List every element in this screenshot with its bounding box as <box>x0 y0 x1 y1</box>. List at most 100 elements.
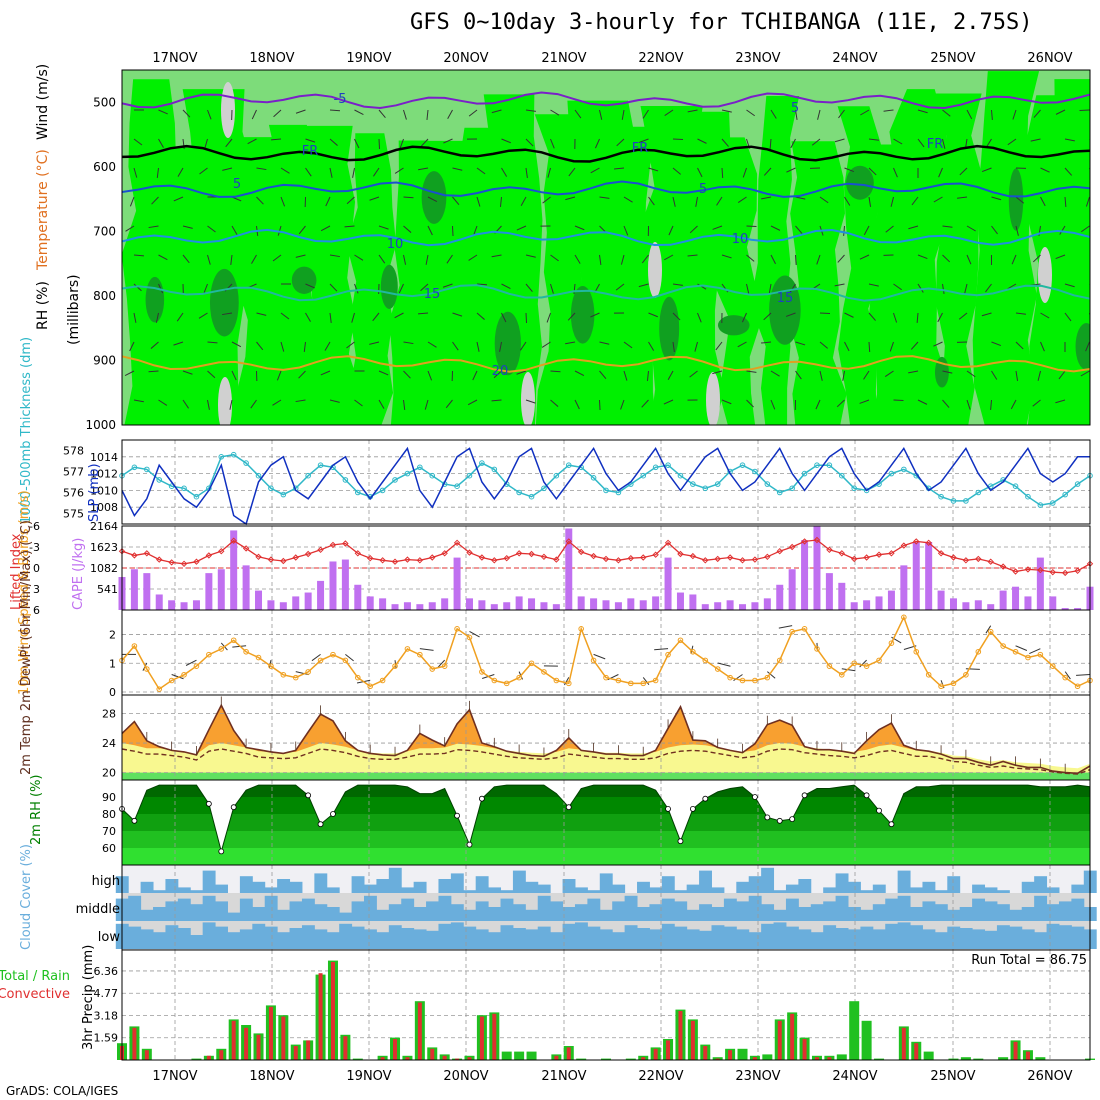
cloud-bar-high <box>525 881 539 893</box>
precip-conv-bar <box>703 1046 708 1060</box>
rh-dark-cell <box>145 276 165 323</box>
precip-total-bar <box>625 1058 636 1060</box>
ytick-cape: 1623 <box>90 541 118 554</box>
wind10-line-point <box>776 657 783 664</box>
cloud-bar-middle <box>364 895 377 921</box>
cloud-bar-middle <box>177 898 191 921</box>
wind-barb <box>844 341 850 352</box>
wind-barb <box>770 109 777 119</box>
cloud-bar-middle <box>996 904 1010 921</box>
wind-barb <box>230 254 233 265</box>
wind-barb <box>981 167 992 173</box>
wind-barb <box>516 225 527 231</box>
wind-barb <box>156 167 159 178</box>
wind10-line-point <box>603 674 609 681</box>
precip-conv-bar <box>492 1013 497 1060</box>
precip-total-bar <box>973 1058 984 1060</box>
lifted-point <box>615 557 622 564</box>
contour-line <box>122 144 1090 163</box>
cloud-bar-low <box>637 928 650 949</box>
wind10-line-point <box>206 651 212 658</box>
thickness-line-point <box>491 466 498 473</box>
wind-barb <box>354 254 364 261</box>
cloud-bar-middle <box>512 904 526 921</box>
wind-barb <box>672 341 675 352</box>
wind10-barb <box>1076 674 1091 676</box>
rh-dark-cell <box>209 268 239 337</box>
wind-barb <box>256 341 264 351</box>
legend-convective: Convective <box>0 987 70 1002</box>
wind-barb <box>623 370 628 381</box>
cloud-bar-high <box>177 887 191 893</box>
wind10-barb <box>654 648 669 651</box>
wind-barb <box>917 138 925 148</box>
wind10-line-point <box>913 648 920 655</box>
wind-barb <box>908 225 919 230</box>
wind10-line-point <box>354 674 361 681</box>
precip-total-bar <box>601 1058 611 1060</box>
ylabel-rh2m: 2m RH (%) <box>29 774 44 845</box>
wind-barb <box>452 225 454 237</box>
wind-barb <box>176 312 184 322</box>
wind-barb <box>795 341 806 346</box>
cape-bar <box>130 569 138 610</box>
wind-barb <box>280 167 290 174</box>
wind-barb <box>942 109 951 117</box>
cloud-bar-low <box>388 925 402 949</box>
lifted-point <box>379 557 386 564</box>
cloud-bar-low <box>128 926 142 949</box>
cloud-bar-high <box>661 876 675 893</box>
cloud-bar-middle <box>550 901 564 921</box>
lifted-point <box>863 554 870 561</box>
lifted-point <box>478 554 486 561</box>
cloud-bar-high <box>736 881 750 893</box>
cloud-bar-high <box>289 881 303 893</box>
wind-barb <box>173 196 184 202</box>
wind-barb <box>182 429 183 439</box>
wind-barb <box>964 429 967 438</box>
ytick-thickness: 578 <box>63 445 84 458</box>
lifted-point <box>826 546 833 554</box>
wind-barb <box>697 167 703 178</box>
precip-conv-bar <box>231 1020 236 1060</box>
wind-barb <box>863 370 870 380</box>
cloud-bar-high <box>996 890 1010 893</box>
thickness-line-point <box>255 472 262 479</box>
thickness-line-point <box>789 485 795 492</box>
cape-bar <box>230 530 238 610</box>
wind-barb <box>599 399 601 411</box>
wind-barb <box>525 254 536 258</box>
wind-barb <box>476 196 481 207</box>
wind-barb <box>819 312 831 315</box>
wind10-line-point <box>553 677 560 684</box>
wind10-barb <box>985 625 992 634</box>
cloud-bar-middle <box>587 898 601 921</box>
cloud-bar-middle <box>984 901 998 921</box>
precip-conv-bar <box>653 1048 658 1060</box>
wind-barb <box>398 283 404 294</box>
wind10-line-point <box>801 626 808 632</box>
wind10-barb <box>311 653 321 662</box>
wind-barb <box>966 370 976 378</box>
wind10-line-point <box>528 660 535 667</box>
wind-barb <box>525 312 528 324</box>
wind-barb <box>672 167 681 175</box>
precip-conv-bar <box>442 1055 447 1060</box>
wind-barb <box>354 138 360 149</box>
wind-barb <box>207 109 212 120</box>
cloud-bar-low <box>748 932 762 949</box>
wind-barb <box>452 196 460 205</box>
wind-barb <box>789 283 796 293</box>
wind-barb <box>942 225 953 228</box>
thickness-line-point <box>702 485 709 492</box>
ytick-mb: 500 <box>93 95 116 109</box>
cloud-bar-high <box>574 887 588 893</box>
cape-bar <box>912 542 920 610</box>
precip-conv-bar <box>641 1057 646 1060</box>
wind-barb <box>1030 138 1041 142</box>
wind-barb <box>859 399 870 404</box>
ytick-temp: 24 <box>102 737 116 750</box>
wind-barb <box>493 370 502 379</box>
precip-total-bar <box>576 1058 587 1060</box>
wind-barb <box>687 109 698 113</box>
